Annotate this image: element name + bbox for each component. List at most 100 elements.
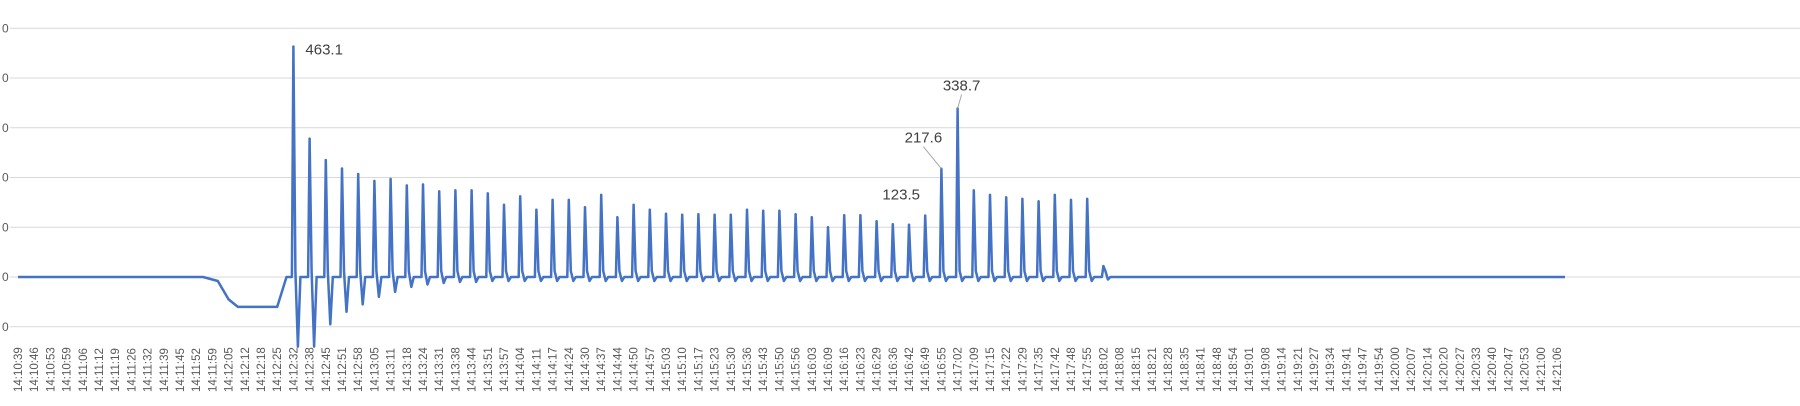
spike-peak-point [988,193,992,197]
x-tick-label: 14:16:42 [904,347,916,392]
spike-peak-point [324,158,327,162]
spike-peak-point [972,189,975,192]
x-tick-label: 14:18:28 [1163,347,1175,392]
x-tick-label: 14:19:21 [1293,347,1305,392]
spike-peak-point [1021,197,1024,201]
x-tick-label: 14:16:16 [839,347,851,392]
x-tick-label: 14:19:41 [1341,347,1353,392]
x-tick-label: 14:12:32 [288,347,300,392]
x-tick-label: 14:15:30 [726,347,738,392]
x-tick-label: 14:18:41 [1196,347,1208,392]
spike-peak-point [1102,264,1105,268]
spike-peak-point [502,203,506,207]
x-tick-label: 14:13:18 [402,347,414,392]
x-tick-label: 14:15:23 [710,347,722,392]
x-tick-label: 14:20:20 [1439,347,1451,392]
spike-peak-point [1086,197,1089,201]
data-label: 338.7 [943,77,981,94]
spike-peak-point [1037,200,1040,203]
x-tick-label: 14:11:52 [191,348,203,392]
spike-peak-point [745,208,749,212]
x-tick-label: 14:20:53 [1520,347,1532,392]
spike-peak-point [583,206,587,209]
spike-peak-point [567,198,570,202]
x-tick-label: 14:14:50 [629,347,641,392]
x-tick-label: 14:14:04 [515,347,527,392]
spike-peak-point [1053,193,1057,197]
x-tick-label: 14:16:09 [823,347,835,392]
spike-peak-point [762,209,765,213]
x-tick-label: 14:13:05 [369,347,381,392]
spike-peak-point [1069,198,1073,202]
y-tick-label: 0 [2,71,9,85]
x-tick-label: 14:20:40 [1487,347,1499,392]
spike-peak-point [389,177,392,181]
spike-peak-point [875,220,878,223]
x-tick-label: 14:17:48 [1066,347,1078,392]
x-tick-label: 14:14:57 [645,347,657,392]
x-tick-label: 14:11:06 [78,348,90,392]
x-tick-label: 14:15:50 [774,347,786,392]
annotation-labels: 463.1 338.7 217.6 123.5 [305,42,980,204]
x-tick-label: 14:18:08 [1115,347,1127,392]
series-line [18,45,1565,348]
x-tick-label: 14:18:21 [1147,347,1159,392]
x-tick-label: 14:18:35 [1179,347,1191,392]
annotation-leader [923,146,942,170]
x-tick-label: 14:19:54 [1374,347,1386,392]
y-tick-label: 0 [2,121,9,135]
x-tick-label: 14:19:27 [1309,347,1321,392]
x-tick-label: 14:17:02 [953,347,965,392]
y-tick-label: 0 [2,220,9,234]
spike-peak-point [421,183,425,186]
x-tick-label: 14:12:05 [224,347,236,392]
x-tick-label: 14:18:15 [1131,347,1143,392]
spike-peak-point [697,213,700,216]
spike-peak-point [292,45,295,48]
data-label: 123.5 [882,187,920,204]
x-tick-label: 14:18:54 [1228,347,1240,392]
data-label: 463.1 [305,42,343,59]
x-tick-label: 14:20:14 [1422,347,1434,392]
x-tick-label: 14:14:30 [580,347,592,392]
x-tick-label: 14:17:55 [1082,347,1094,392]
spike-peak-point [907,223,911,226]
spike-peak-point [519,195,522,198]
spike-peak-point [340,167,344,170]
x-tick-label: 14:19:14 [1277,347,1289,392]
series-group [18,45,1565,348]
x-tick-label: 14:14:44 [612,347,624,392]
spike-peak-point [470,189,473,192]
x-tick-label: 14:11:32 [143,348,155,392]
x-tick-label: 14:15:43 [758,347,770,392]
spike-peak-point [551,198,554,202]
x-tick-label: 14:12:38 [305,347,317,392]
x-tick-label: 14:10:46 [29,347,41,392]
x-tick-label: 14:16:23 [855,347,867,392]
x-tick-label: 14:16:03 [807,347,819,392]
x-tick-label: 14:14:17 [548,347,560,392]
y-tick-label: 0 [2,320,9,334]
x-tick-label: 14:20:47 [1503,347,1515,392]
x-tick-label: 14:12:51 [337,347,349,392]
x-tick-label: 14:15:36 [742,347,754,392]
x-tick-label: 14:15:17 [693,347,705,392]
x-tick-label: 14:19:01 [1244,347,1256,392]
x-tick-label: 14:15:03 [661,347,673,392]
spike-peak-point [891,223,894,226]
x-tick-label: 14:16:49 [920,347,932,392]
x-tick-label: 14:13:44 [467,347,479,392]
annotation-leader-lines [923,94,963,170]
x-tick-label: 14:21:06 [1552,347,1564,392]
x-tick-label: 14:16:55 [936,347,948,392]
x-tick-label: 14:11:59 [207,348,219,392]
x-tick-label: 14:12:25 [272,347,284,392]
x-tick-label: 14:16:36 [888,347,900,392]
x-tick-label: 14:21:00 [1536,347,1548,392]
spike-peak-point [843,214,846,217]
x-tick-label: 14:11:12 [94,348,106,392]
spike-peak-point [859,214,862,217]
spike-peak-point [729,213,732,217]
